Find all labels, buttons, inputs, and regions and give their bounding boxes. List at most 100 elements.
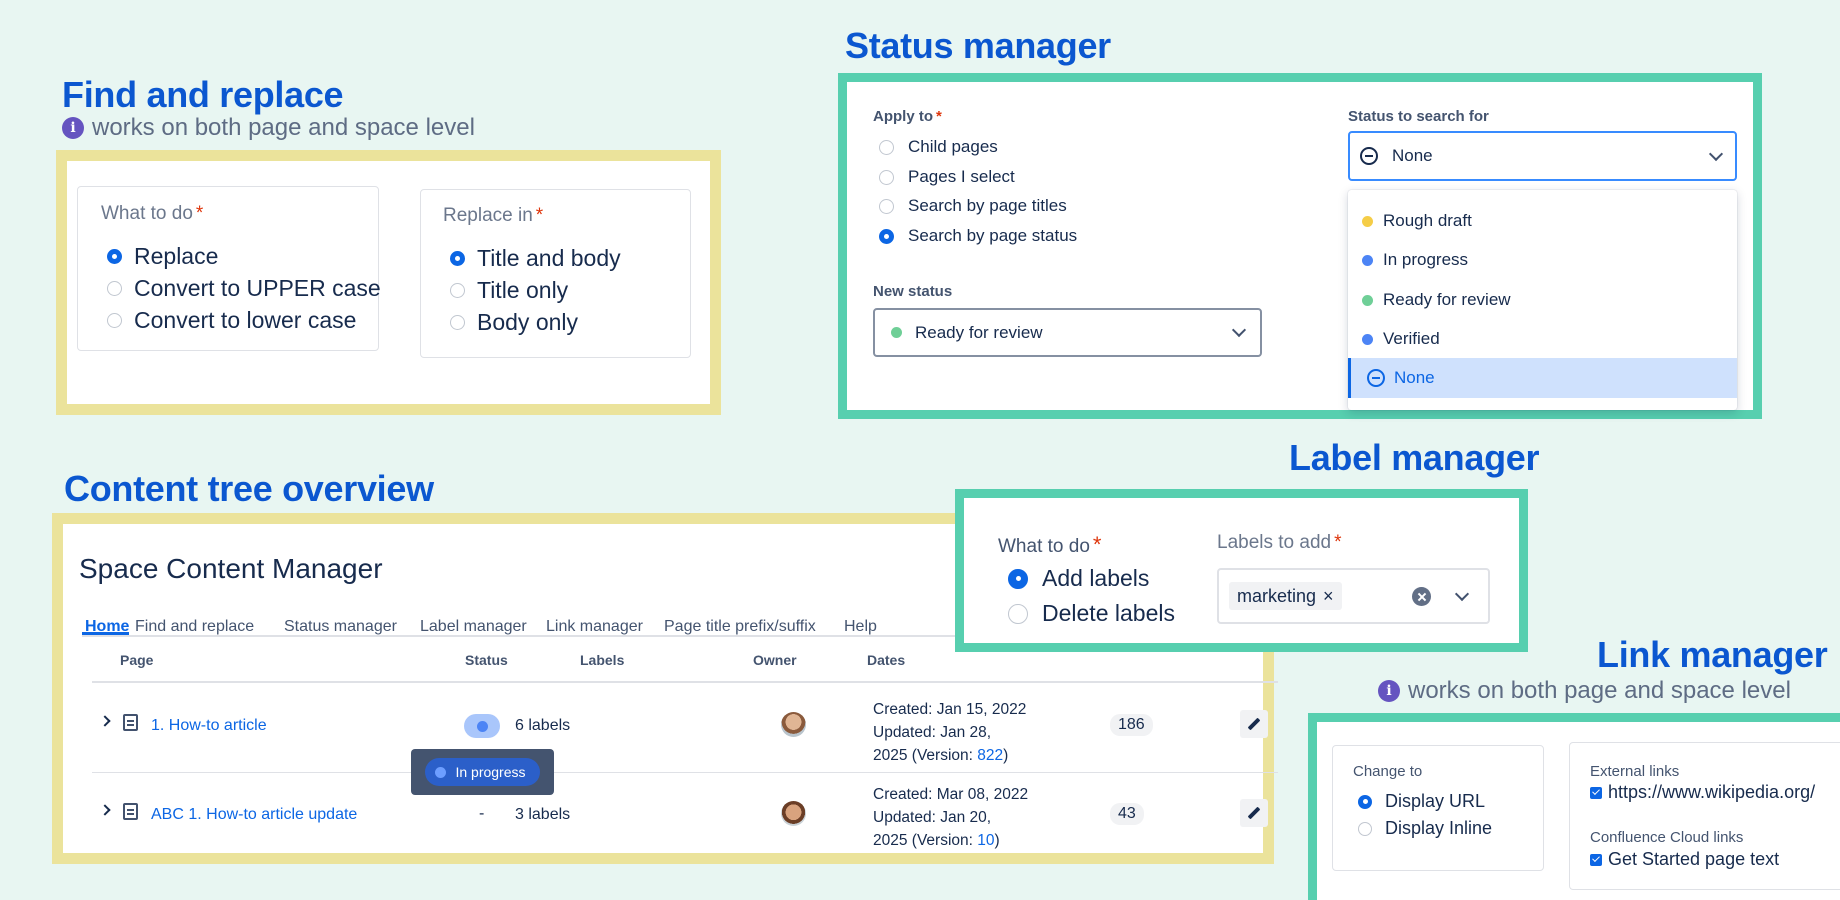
external-links-label: External links	[1590, 763, 1680, 780]
avatar	[781, 801, 806, 826]
column-header-page[interactable]: Page	[120, 652, 154, 668]
radio-pages-i-select[interactable]: Pages I select	[879, 167, 1015, 187]
radio-selected-icon	[107, 249, 122, 264]
table-row: ABC 1. How-to article update - 3 labels …	[92, 773, 1278, 861]
radio-lower-case[interactable]: Convert to lower case	[107, 307, 356, 334]
radio-upper-case[interactable]: Convert to UPPER case	[107, 275, 381, 302]
dropdown-item-ready-for-review[interactable]: Ready for review	[1348, 281, 1737, 319]
column-header-dates[interactable]: Dates	[867, 652, 906, 668]
labels-count[interactable]: 3 labels	[515, 806, 571, 823]
radio-delete-labels[interactable]: Delete labels	[1008, 600, 1175, 627]
checkbox-checked-icon	[1590, 786, 1602, 799]
label-manager-heading: Label manager	[1289, 437, 1540, 478]
status-empty[interactable]: -	[479, 805, 485, 822]
checkbox-checked-icon	[1590, 853, 1602, 866]
radio-icon	[879, 198, 894, 214]
radio-title-only[interactable]: Title only	[450, 277, 568, 304]
tab-page-title-prefix-suffix[interactable]: Page title prefix/suffix	[664, 618, 816, 635]
dropdown-item-none[interactable]: None	[1348, 358, 1737, 398]
links-card: External links https://www.wikipedia.org…	[1569, 742, 1840, 890]
expand-chevron-icon[interactable]	[99, 804, 111, 816]
radio-selected-icon	[1008, 568, 1028, 589]
dropdown-item-in-progress[interactable]: In progress	[1348, 241, 1737, 279]
radio-search-page-status[interactable]: Search by page status	[879, 226, 1077, 246]
dropdown-item-rough-draft[interactable]: Rough draft	[1348, 202, 1737, 240]
change-to-label: Change to	[1353, 763, 1423, 780]
radio-selected-icon	[450, 251, 465, 266]
find-replace-note: i works on both page and space level	[62, 114, 475, 142]
external-link-checkbox[interactable]: https://www.wikipedia.org/	[1590, 782, 1815, 803]
tab-link-manager[interactable]: Link manager	[546, 618, 643, 635]
tag-remove-icon[interactable]: ×	[1323, 585, 1334, 606]
radio-add-labels[interactable]: Add labels	[1008, 565, 1149, 592]
page-link[interactable]: 1. How-to article	[151, 717, 267, 734]
labels-to-add-label: Labels to add *	[1217, 532, 1342, 553]
labels-count[interactable]: 6 labels	[515, 717, 571, 734]
info-icon: i	[1378, 680, 1400, 702]
find-replace-heading: Find and replace	[62, 74, 344, 115]
radio-search-page-titles[interactable]: Search by page titles	[879, 196, 1067, 216]
status-dot-icon	[891, 327, 902, 338]
radio-body-only[interactable]: Body only	[450, 309, 578, 336]
column-header-owner[interactable]: Owner	[753, 652, 797, 668]
page-icon	[123, 714, 138, 731]
edit-pencil-icon[interactable]	[1240, 799, 1268, 827]
column-header-status[interactable]: Status	[465, 652, 508, 668]
row-divider	[92, 772, 1278, 773]
radio-display-url[interactable]: Display URL	[1358, 791, 1485, 812]
info-icon: i	[62, 117, 84, 139]
status-search-select[interactable]: None	[1348, 131, 1737, 181]
tab-active-indicator	[82, 632, 129, 635]
count-badge: 43	[1110, 803, 1144, 825]
edit-pencil-icon[interactable]	[1240, 710, 1268, 738]
new-status-label: New status	[873, 283, 953, 300]
confluence-link-checkbox[interactable]: Get Started page text	[1590, 849, 1779, 870]
chevron-down-icon	[1231, 322, 1247, 338]
radio-display-inline[interactable]: Display Inline	[1358, 818, 1492, 839]
page-link[interactable]: ABC 1. How-to article update	[151, 806, 358, 823]
status-dropdown-menu: Rough draft In progress Ready for review…	[1348, 190, 1737, 410]
tab-help[interactable]: Help	[844, 618, 877, 635]
tab-find-and-replace[interactable]: Find and replace	[135, 618, 255, 635]
dropdown-item-verified[interactable]: Verified	[1348, 320, 1737, 358]
version-link[interactable]: 822	[977, 747, 1004, 764]
replace-in-label: Replace in *	[443, 205, 544, 226]
find-replace-note-text: works on both page and space level	[92, 114, 475, 141]
radio-icon	[1008, 603, 1028, 624]
confluence-links-label: Confluence Cloud links	[1590, 829, 1744, 846]
status-dot-icon	[1362, 294, 1373, 306]
dates-cell: Created: Jan 15, 2022 Updated: Jan 28, 202…	[873, 701, 1027, 764]
status-dot-icon	[476, 720, 488, 732]
tabs-divider	[82, 635, 1278, 637]
header-divider	[92, 681, 1278, 683]
clear-icon[interactable]	[1412, 587, 1431, 606]
tooltip-text: In progress	[455, 764, 526, 780]
expand-chevron-icon[interactable]	[99, 715, 111, 727]
tab-label-manager[interactable]: Label manager	[420, 618, 527, 635]
version-link[interactable]: 10	[977, 832, 995, 849]
label-tag: marketing ×	[1229, 582, 1342, 610]
column-header-labels[interactable]: Labels	[580, 652, 625, 668]
new-status-select[interactable]: Ready for review	[873, 308, 1262, 357]
labels-input[interactable]: marketing ×	[1217, 568, 1490, 624]
status-manager-panel: Apply to * Child pages Pages I select Sea…	[838, 73, 1762, 419]
content-tree-heading: Content tree overview	[64, 468, 434, 509]
radio-title-and-body[interactable]: Title and body	[450, 245, 621, 272]
count-badge: 186	[1110, 714, 1153, 736]
status-lozenge[interactable]	[464, 714, 500, 738]
replace-in-card: Replace in * Title and body Title only Bo…	[420, 189, 691, 358]
status-dot-icon	[1362, 254, 1373, 266]
change-to-card: Change to Display URL Display Inline	[1332, 745, 1544, 871]
status-manager-heading: Status manager	[845, 25, 1111, 66]
apply-to-label: Apply to *	[873, 108, 942, 125]
radio-replace[interactable]: Replace	[107, 243, 218, 270]
tab-home[interactable]: Home	[85, 618, 130, 635]
tab-status-manager[interactable]: Status manager	[284, 618, 397, 635]
radio-child-pages[interactable]: Child pages	[879, 137, 998, 157]
what-to-do-label: What to do *	[101, 203, 204, 224]
radio-icon	[107, 313, 122, 328]
chevron-down-icon[interactable]	[1454, 586, 1470, 602]
link-manager-note: i works on both page and space level	[1378, 677, 1791, 705]
none-circle-icon	[1360, 147, 1378, 165]
what-to-do-card: What to do * Replace Convert to UPPER cas…	[77, 186, 381, 351]
